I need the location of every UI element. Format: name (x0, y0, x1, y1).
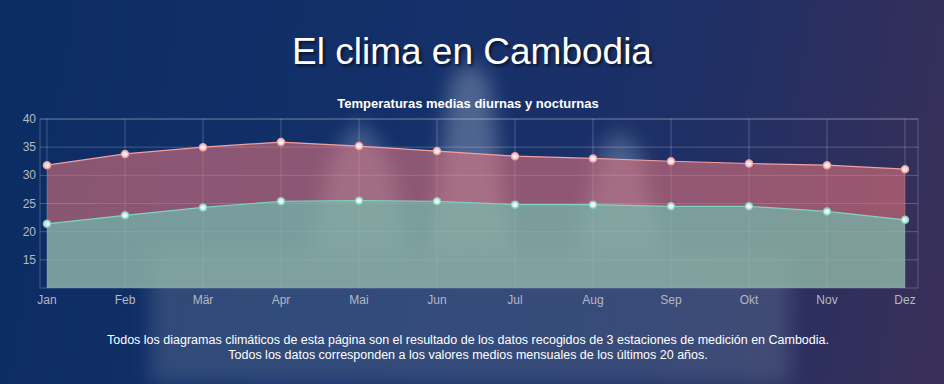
series-line (47, 142, 905, 169)
y-tick-label: 15 (23, 253, 37, 267)
title: El clima en Cambodia (292, 31, 652, 72)
y-tick-label: 40 (23, 112, 37, 126)
point-marker (590, 155, 597, 162)
footnote: Todos los diagramas climáticos de esta p… (107, 333, 829, 347)
x-tick-label: Dez (894, 293, 915, 307)
point-marker (200, 144, 207, 151)
point-marker (590, 201, 597, 208)
point-marker (824, 162, 831, 169)
x-tick-label: Okt (740, 293, 759, 307)
point-marker (512, 201, 519, 208)
x-tick-label: Jan (37, 293, 56, 307)
series-area (47, 142, 905, 288)
x-tick-label: Sep (660, 293, 682, 307)
point-marker (122, 150, 129, 157)
plot-frame (40, 119, 918, 288)
y-grid-line (40, 147, 918, 148)
point-marker (746, 160, 753, 167)
series-area (47, 201, 905, 288)
grid (40, 119, 918, 288)
point-marker (356, 143, 363, 150)
point-marker (668, 158, 675, 165)
point-marker (824, 208, 831, 215)
y-tick-label: 35 (23, 140, 37, 154)
point-marker (44, 220, 51, 227)
point-marker (278, 198, 285, 205)
point-marker (668, 203, 675, 210)
point-marker (122, 212, 129, 219)
point-marker (746, 203, 753, 210)
y-tick-label: 30 (23, 168, 37, 182)
point-marker (200, 204, 207, 211)
x-tick-label: Mai (349, 293, 368, 307)
x-tick-label: Jun (427, 293, 446, 307)
x-tick-label: Feb (115, 293, 136, 307)
point-marker (902, 216, 909, 223)
series-group (44, 139, 909, 288)
y-tick-label: 25 (23, 197, 37, 211)
x-tick-label: Jul (507, 293, 522, 307)
point-marker (512, 153, 519, 160)
y-tick-label: 20 (23, 225, 37, 239)
point-marker (902, 166, 909, 173)
footnote: Todos los datos corresponden a los valor… (228, 348, 707, 362)
x-tick-label: Mär (193, 293, 214, 307)
point-marker (44, 162, 51, 169)
x-tick-label: Apr (272, 293, 291, 307)
series-line (47, 201, 905, 224)
subtitle: Temperaturas medias diurnas y nocturnas (337, 96, 598, 111)
point-marker (278, 139, 285, 146)
x-tick-label: Nov (816, 293, 837, 307)
x-tick-label: Aug (582, 293, 603, 307)
chart: El clima en Cambodia Temperaturas medias … (0, 0, 944, 384)
point-marker (434, 148, 441, 155)
point-marker (434, 198, 441, 205)
point-marker (356, 197, 363, 204)
